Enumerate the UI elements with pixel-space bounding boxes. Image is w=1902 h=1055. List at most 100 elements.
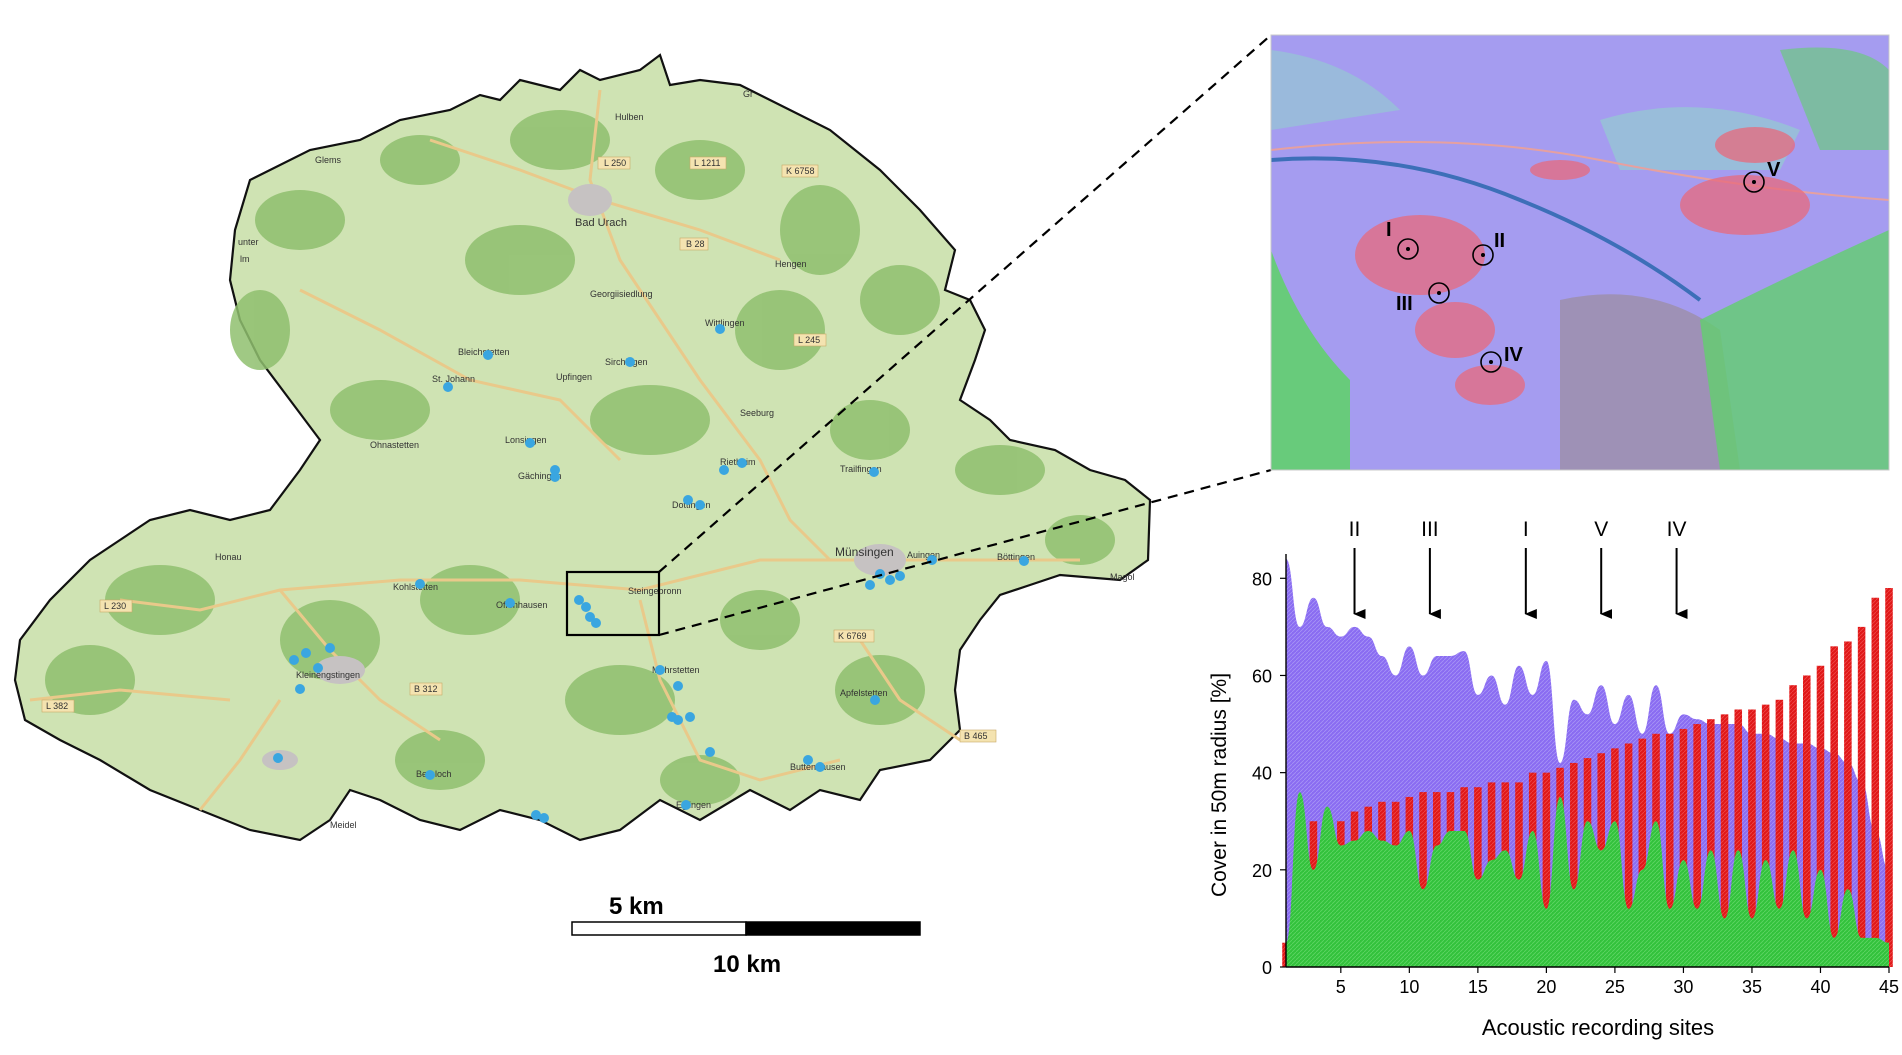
place-label: Bad Urach [575, 217, 627, 229]
towns [262, 184, 906, 770]
place-label: Gr [743, 89, 753, 99]
bar-mark [1789, 685, 1797, 967]
bar-mark [1679, 728, 1688, 967]
recording-site-marker [289, 655, 299, 665]
y-tick-label: 20 [1252, 861, 1272, 881]
annotation-label: III [1421, 518, 1439, 541]
annotation-label: V [1594, 518, 1608, 541]
x-tick-label: 40 [1810, 977, 1830, 997]
x-tick-label: 25 [1605, 977, 1625, 997]
road-label: K 6758 [786, 166, 815, 176]
road-label: K 6769 [838, 631, 867, 641]
recording-site-marker [803, 755, 813, 765]
recording-site-marker [715, 324, 725, 334]
recording-site-marker [550, 472, 560, 482]
recording-site-marker [295, 684, 305, 694]
recording-site-marker [927, 555, 937, 565]
inset-site-III: III [1396, 282, 1450, 315]
recording-site-marker [815, 762, 825, 772]
place-label: Glems [315, 155, 342, 165]
bar-mark [1816, 665, 1825, 967]
place-label: lm [240, 254, 250, 264]
place-label: Magol [1110, 572, 1135, 582]
y-tick-label: 0 [1262, 958, 1272, 978]
bar-mark [1830, 646, 1838, 967]
bar-mark [1474, 787, 1482, 967]
place-label: Bleichstetten [458, 347, 510, 357]
zoom-connectors [658, 34, 1272, 637]
place-label: Lonsingen [505, 435, 547, 445]
bar-mark [1761, 704, 1770, 967]
inset-site-label: I [1386, 219, 1392, 241]
recording-site-marker [273, 753, 283, 763]
y-tick-label: 80 [1252, 569, 1272, 589]
x-axis-label: Acoustic recording sites [1482, 1015, 1714, 1040]
place-label: Kleinengstingen [296, 670, 360, 680]
bar-mark [1638, 738, 1647, 967]
annotation-label: II [1349, 518, 1361, 541]
place-label: Böttingen [997, 552, 1035, 562]
bar-mark [1844, 641, 1852, 967]
road-label: L 245 [798, 335, 820, 345]
recording-site-marker [685, 712, 695, 722]
recording-site-marker [885, 575, 895, 585]
place-label: Steingebronn [628, 586, 682, 596]
bar-mark [1885, 588, 1893, 967]
forest-areas [45, 110, 1115, 805]
y-axis-label: Cover in 50m radius [%] [1208, 673, 1231, 897]
recording-site-marker [737, 458, 747, 468]
chart-annotations: II III I V IV [1349, 518, 1688, 619]
scale-bar: 5 km 10 km [571, 893, 921, 978]
inset-site-label: II [1494, 230, 1505, 252]
recording-site-marker [695, 500, 705, 510]
road-label: B 312 [414, 684, 438, 694]
bar-mark [1857, 626, 1866, 967]
recording-site-marker [719, 465, 729, 475]
x-tick-label: 10 [1399, 977, 1419, 997]
annotation-label: IV [1667, 518, 1687, 541]
zoom-box [565, 570, 661, 637]
road-label: B 465 [964, 731, 988, 741]
bar-mark [1803, 675, 1811, 967]
bar-mark [1720, 714, 1729, 967]
place-label: Offenhausen [496, 600, 547, 610]
recording-site-marker [581, 602, 591, 612]
recording-site-marker [483, 350, 493, 360]
recording-site-marker [869, 467, 879, 477]
chart-axes: 0 20 40 60 80 5 10 15 20 25 30 35 40 45 [1252, 554, 1899, 997]
inset-site-V: V [1743, 159, 1781, 193]
place-label: Dottingen [672, 500, 711, 510]
annotation-label: I [1523, 518, 1529, 541]
recording-site-marker [415, 579, 425, 589]
place-label: Meidel [330, 820, 357, 830]
recording-site-marker [425, 770, 435, 780]
scale-bar-black-segment [745, 921, 921, 936]
road-label: L 250 [604, 158, 626, 168]
place-label: unter [238, 237, 259, 247]
recording-site-marker [673, 681, 683, 691]
bar-mark [1624, 743, 1633, 967]
bar-mark [1734, 709, 1743, 967]
place-label: St. Johann [432, 374, 475, 384]
road-label: L 230 [104, 601, 126, 611]
bar-mark [1419, 792, 1427, 967]
road-label: B 28 [686, 239, 705, 249]
place-label: Auingen [907, 550, 940, 560]
place-label: Georgiisiedlung [590, 289, 653, 299]
place-label: Eglingen [676, 800, 711, 810]
bar-mark [1775, 699, 1784, 967]
x-tick-label: 45 [1879, 977, 1899, 997]
x-tick-label: 20 [1536, 977, 1556, 997]
place-label: Upfingen [556, 372, 592, 382]
urban-areas [1355, 127, 1810, 405]
place-label: Gächingen [518, 471, 562, 481]
recording-site-marker [865, 580, 875, 590]
bar-mark [1515, 782, 1523, 967]
scale-bar-white-segment [571, 921, 747, 936]
place-label: Ohnastetten [370, 440, 419, 450]
recording-site-marker [673, 715, 683, 725]
road-label: L 382 [46, 701, 68, 711]
recording-site-marker [313, 663, 323, 673]
landcover-inset: I II III IV V [1270, 34, 1890, 471]
